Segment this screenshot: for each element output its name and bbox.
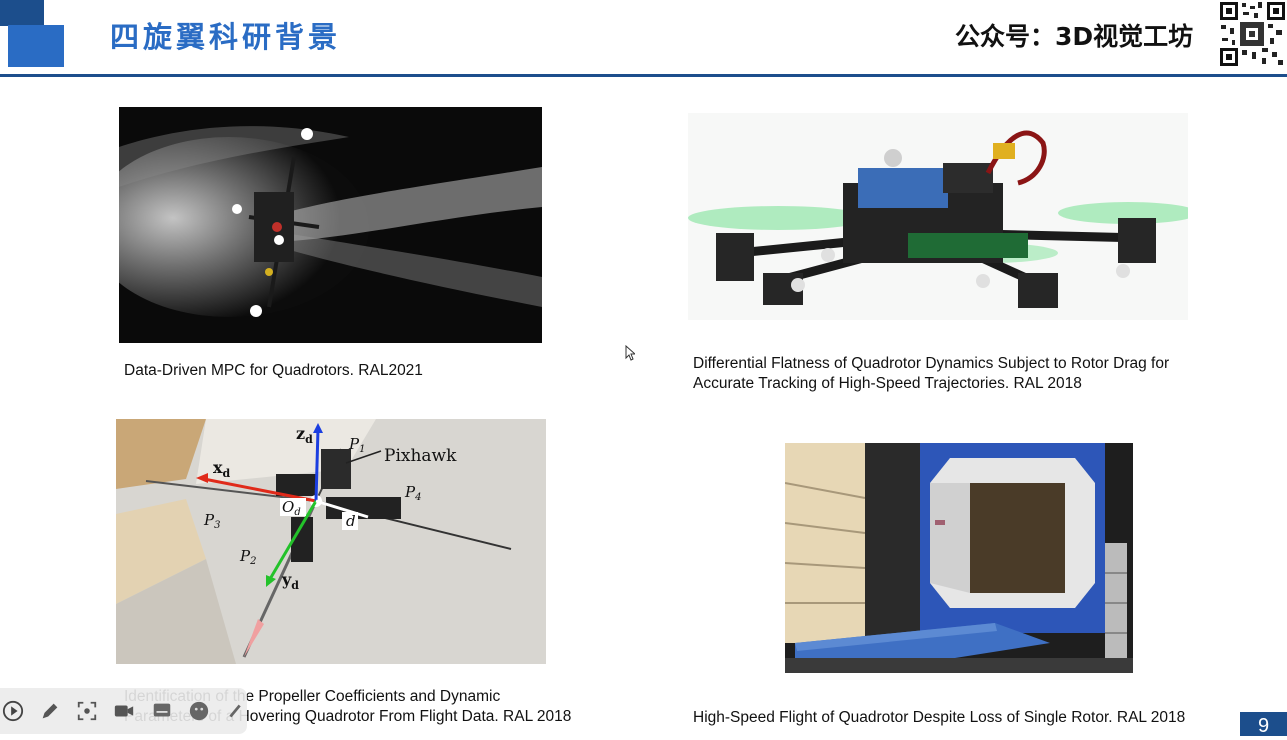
more-icon[interactable] [224,699,247,723]
label-p3-sub: 3 [214,520,220,531]
label-zd: z [296,424,305,443]
caption-line: High-Speed Flight of Quadrotor Despite L… [693,709,1186,726]
label-d: d [346,512,356,530]
qr-code-icon [1218,0,1287,68]
label-p4-sub: 4 [414,492,421,503]
caption-line: Accurate Tracking of High-Speed Trajecto… [693,375,1082,392]
svg-text:P2: P2 [239,547,256,567]
svg-text:zd: zd [296,424,313,446]
svg-text:P4: P4 [404,483,421,503]
label-p2: P [239,547,251,565]
svg-text:xd: xd [213,458,231,480]
label-xd-sub: d [223,467,231,480]
label-od-sub: d [294,507,300,518]
camera-icon[interactable] [112,699,136,723]
figure-wind-tunnel [785,443,1133,673]
caption-figure-4: High-Speed Flight of Quadrotor Despite L… [693,708,1185,728]
header-accent-light [8,25,64,67]
label-yd-sub: d [291,579,299,592]
label-p4: P [404,483,416,501]
mouse-cursor-icon [625,344,637,361]
svg-text:Od: Od [282,498,301,518]
emoji-icon[interactable] [187,699,210,723]
caption-figure-2: Differential Flatness of Quadrotor Dynam… [693,354,1169,394]
label-zd-sub: d [305,433,313,446]
label-p3: P [203,511,215,529]
caption-line: Differential Flatness of Quadrotor Dynam… [693,355,1170,372]
caption-line: Data-Driven MPC for Quadrotors. RAL2021 [124,362,423,379]
label-p1-sub: 1 [359,444,365,455]
play-icon[interactable] [2,699,25,723]
svg-text:yd: yd [281,570,299,592]
label-xd: x [213,458,223,477]
media-toolbar [0,688,247,734]
account-label: 公众号：3D视觉工坊 [955,22,1194,51]
page-number: 9 [1240,712,1287,737]
screenshot-icon[interactable] [76,699,99,723]
pen-icon[interactable] [39,699,62,723]
subtitle-icon[interactable] [150,699,173,723]
label-p1: P [348,435,360,453]
figure-annotated-quadrotor: zd xd yd Od d P1 P2 P3 P4 Pixhawk [116,419,546,664]
header-accent-dark [0,0,44,26]
figure-green-quadrotor [688,113,1188,320]
svg-text:P3: P3 [203,511,220,531]
svg-text:P1: P1 [348,435,365,455]
label-od: O [282,498,294,516]
slide-title: 四旋翼科研背景 [110,20,342,54]
label-pixhawk: Pixhawk [384,446,457,466]
label-yd: y [281,570,292,589]
label-p2-sub: 2 [249,556,256,567]
caption-figure-1: Data-Driven MPC for Quadrotors. RAL2021 [124,361,423,381]
header-divider [0,74,1287,77]
figure-smoke-quadrotor [119,107,542,343]
